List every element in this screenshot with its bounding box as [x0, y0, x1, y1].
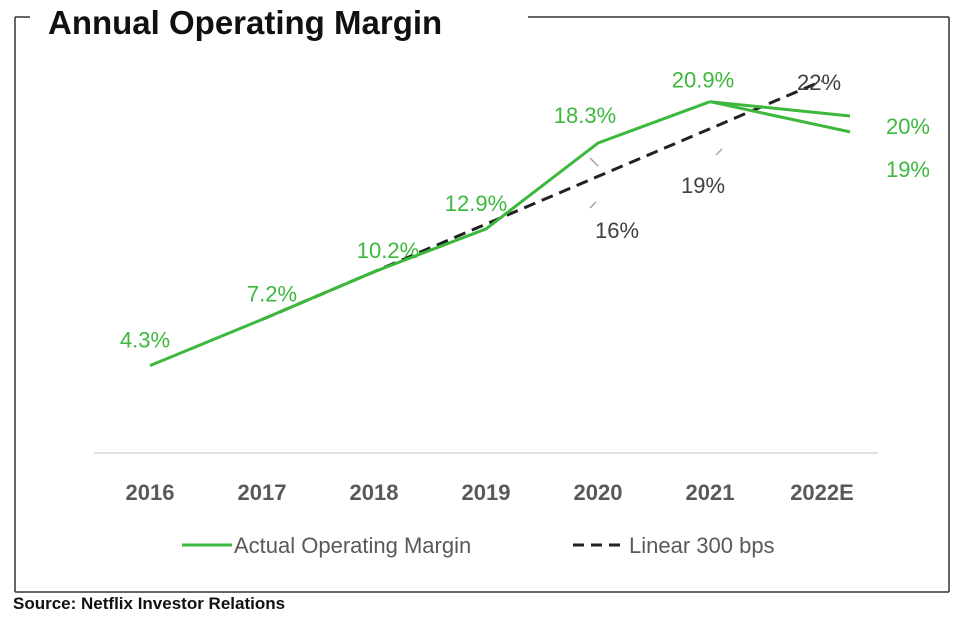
- x-tick-label-2018: 2018: [350, 480, 399, 505]
- series-outlook-branch-0: [709, 100, 851, 118]
- data-label-actual-2016: 4.3%: [120, 328, 170, 353]
- x-tick-label-2020: 2020: [574, 480, 623, 505]
- legend: Actual Operating Margin Linear 300 bps: [182, 533, 775, 558]
- data-label-outlook-20%: 20%: [886, 114, 930, 139]
- source-note: Source: Netflix Investor Relations: [13, 594, 286, 613]
- data-label-linear-2021: 19%: [681, 173, 725, 198]
- data-label-actual-2017: 7.2%: [247, 282, 297, 307]
- data-label-actual-2019: 12.9%: [445, 191, 507, 216]
- legend-label-actual: Actual Operating Margin: [234, 533, 471, 558]
- leader-line-linear-2020: [589, 201, 597, 209]
- series-line-actual: [149, 100, 711, 368]
- data-label-actual-2021: 20.9%: [672, 68, 734, 93]
- x-tick-label-2016: 2016: [126, 480, 175, 505]
- series-outlook-branch-1: [709, 100, 851, 134]
- leader-line-actual-2020: [589, 157, 599, 167]
- data-label-linear-2020: 16%: [595, 218, 639, 243]
- data-label-actual-2020: 18.3%: [554, 103, 616, 128]
- x-tick-label-2022E: 2022E: [790, 480, 854, 505]
- data-label-outlook-19%: 19%: [886, 157, 930, 182]
- legend-label-linear: Linear 300 bps: [629, 533, 775, 558]
- leader-line-linear-2021: [715, 148, 723, 156]
- chart-title: Annual Operating Margin: [48, 4, 442, 41]
- x-tick-label-2019: 2019: [462, 480, 511, 505]
- x-tick-label-2021: 2021: [686, 480, 735, 505]
- data-label-actual-2018: 10.2%: [357, 238, 419, 263]
- data-label-linear-2022E: 22%: [797, 70, 841, 95]
- x-tick-label-2017: 2017: [238, 480, 287, 505]
